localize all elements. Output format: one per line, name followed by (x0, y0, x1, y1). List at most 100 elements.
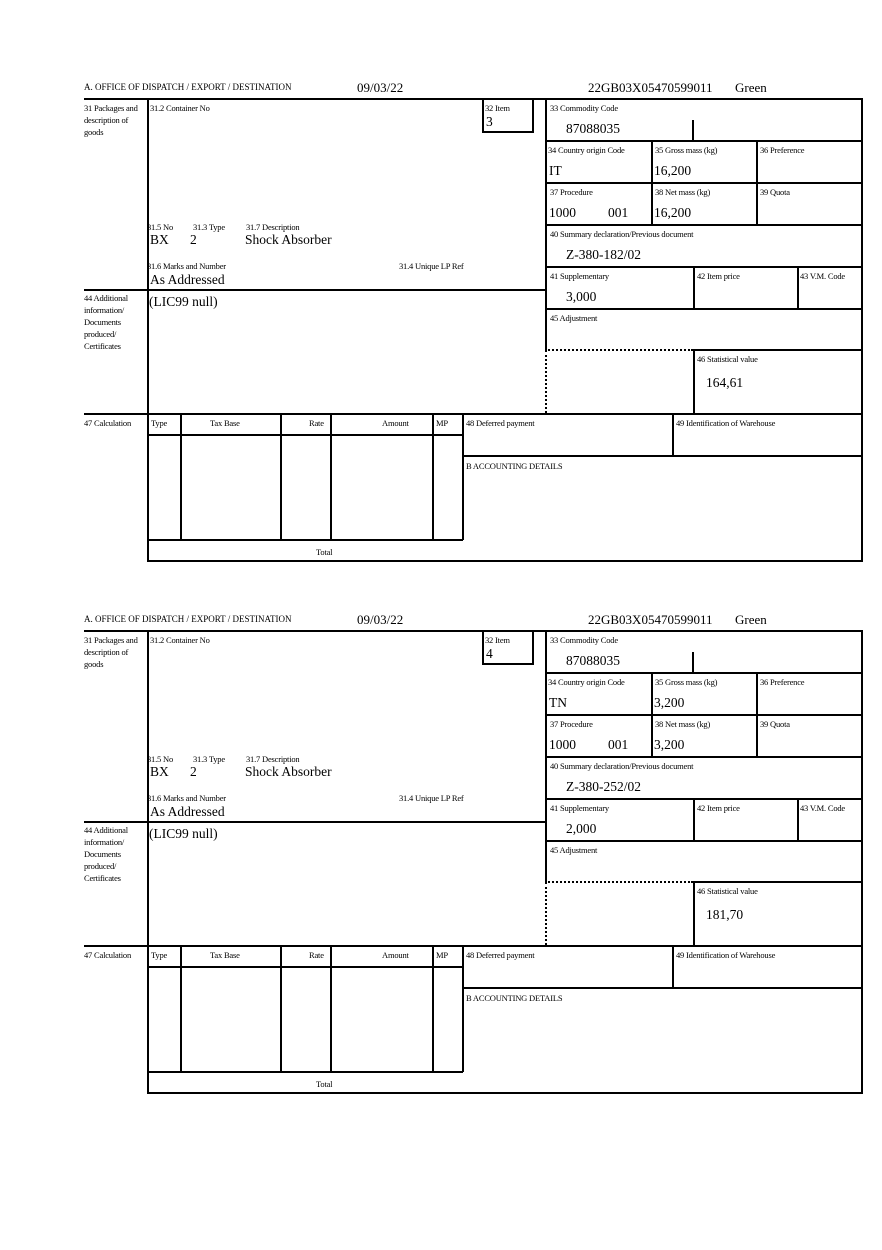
divider (84, 289, 546, 291)
col-rate: Rate (309, 418, 324, 428)
col-tax-base: Tax Base (210, 418, 240, 428)
route-status: Green (735, 612, 767, 627)
divider (180, 945, 182, 1072)
divider (545, 881, 693, 883)
divider (147, 560, 863, 562)
type-label: 31.3 Type (193, 222, 225, 232)
net-mass: 3,200 (654, 737, 685, 752)
divider (861, 98, 863, 561)
quota-label: 39 Quota (760, 719, 790, 729)
col-amount: Amount (382, 418, 409, 428)
divider (147, 434, 463, 436)
previous-document: Z-380-182/02 (566, 247, 641, 262)
divider (693, 349, 863, 351)
divider (532, 100, 534, 132)
divider (84, 821, 546, 823)
divider (462, 455, 863, 457)
goods-description: Shock Absorber (245, 764, 332, 779)
country-origin: IT (549, 163, 562, 178)
procedure-suffix: 001 (608, 205, 629, 220)
package-type: 2 (190, 232, 197, 247)
divider (693, 881, 863, 883)
supplementary-label: 41 Supplementary (550, 803, 609, 813)
description-label: 31.7 Description (246, 222, 300, 232)
divider (545, 182, 863, 184)
divider (545, 140, 863, 142)
warehouse-id-label: 49 Identification of Warehouse (676, 950, 776, 960)
gross-mass: 16,200 (654, 163, 692, 178)
divider (147, 966, 463, 968)
vm-code-label: 43 V.M. Code (800, 271, 845, 281)
item-label: 32 Item (485, 635, 510, 645)
accounting-details-label: B ACCOUNTING DETAILS (466, 461, 563, 471)
divider (84, 413, 863, 415)
divider (692, 120, 694, 141)
country-origin: TN (549, 695, 567, 710)
additional-info: (LIC99 null) (149, 826, 218, 841)
commodity-code-label: 33 Commodity Code (550, 635, 618, 645)
supplementary-units: 3,000 (566, 289, 597, 304)
divider (462, 945, 464, 1072)
divider (462, 413, 464, 540)
commodity-code: 87088035 (566, 653, 620, 668)
item-price-label: 42 Item price (697, 803, 740, 813)
goods-description: Shock Absorber (245, 232, 332, 247)
accounting-details-label: B ACCOUNTING DETAILS (466, 993, 563, 1003)
divider (330, 945, 332, 1072)
statistical-value-label: 46 Statistical value (697, 886, 758, 896)
procedure-label: 37 Procedure (550, 187, 593, 197)
additional-info: (LIC99 null) (149, 294, 218, 309)
date: 09/03/22 (357, 612, 404, 627)
divider (147, 98, 149, 561)
container-no-label: 31.2 Container No (150, 635, 210, 645)
divider (147, 539, 463, 541)
no-label: 31.5 No (147, 754, 173, 764)
gross-mass-label: 35 Gross mass (kg) (655, 677, 718, 687)
col-type: Type (151, 418, 168, 428)
package-no: BX (150, 232, 169, 247)
procedure-suffix: 001 (608, 737, 629, 752)
procedure-label: 37 Procedure (550, 719, 593, 729)
total-label: Total (316, 547, 333, 557)
country-origin-label: 34 Country origin Code (548, 145, 625, 155)
no-label: 31.5 No (147, 222, 173, 232)
col-type: Type (151, 950, 168, 960)
box44-label: 44 Additional information/ Documents pro… (84, 293, 128, 351)
divider (482, 131, 534, 133)
commodity-code-label: 33 Commodity Code (550, 103, 618, 113)
deferred-payment-label: 48 Deferred payment (466, 950, 535, 960)
box31-label: 31 Packages and description of goods (84, 635, 138, 669)
divider (672, 945, 674, 988)
item-number: 4 (486, 646, 493, 661)
country-origin-label: 34 Country origin Code (548, 677, 625, 687)
divider (545, 714, 863, 716)
warehouse-id-label: 49 Identification of Warehouse (676, 418, 776, 428)
divider (545, 672, 863, 674)
divider (482, 663, 534, 665)
divider (280, 413, 282, 540)
divider (797, 798, 799, 840)
marks-label: 31.6 Marks and Number (147, 793, 226, 803)
divider (651, 140, 653, 224)
reference-number: 22GB03X05470599011 (588, 80, 713, 95)
preference-label: 36 Preference (760, 145, 805, 155)
unique-lp-ref-label: 31.4 Unique LP Ref (399, 793, 464, 803)
divider (180, 413, 182, 540)
package-no: BX (150, 764, 169, 779)
divider (147, 630, 149, 1093)
divider (280, 945, 282, 1072)
marks-value: As Addressed (150, 272, 225, 287)
divider (693, 798, 695, 840)
divider (545, 308, 863, 310)
box47-label: 47 Calculation (84, 418, 132, 428)
item-label: 32 Item (485, 103, 510, 113)
divider (432, 413, 434, 540)
divider (84, 98, 863, 100)
divider (545, 350, 547, 413)
col-mp: MP (436, 418, 448, 428)
previous-document-label: 40 Summary declaration/Previous document (550, 229, 694, 239)
commodity-code: 87088035 (566, 121, 620, 136)
marks-value: As Addressed (150, 804, 225, 819)
divider (330, 413, 332, 540)
